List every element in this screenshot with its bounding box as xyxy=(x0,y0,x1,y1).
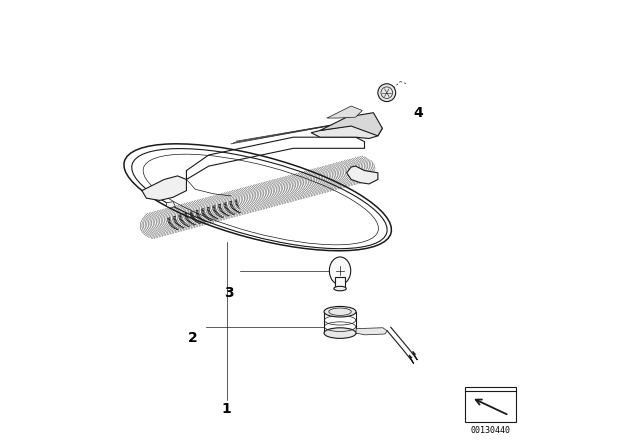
Polygon shape xyxy=(326,106,362,118)
Polygon shape xyxy=(166,202,175,208)
Ellipse shape xyxy=(330,257,351,284)
Text: 1: 1 xyxy=(221,402,232,416)
Polygon shape xyxy=(320,113,382,136)
Text: 3: 3 xyxy=(224,286,234,300)
Polygon shape xyxy=(311,121,382,138)
Polygon shape xyxy=(356,328,387,335)
Text: 00130440: 00130440 xyxy=(470,426,510,435)
Bar xyxy=(335,277,346,289)
Ellipse shape xyxy=(324,328,356,338)
Bar xyxy=(465,387,516,422)
Polygon shape xyxy=(142,176,186,200)
Text: 2: 2 xyxy=(188,331,198,345)
Ellipse shape xyxy=(324,306,356,317)
Polygon shape xyxy=(347,166,378,184)
Circle shape xyxy=(378,84,396,102)
Ellipse shape xyxy=(124,144,392,251)
Ellipse shape xyxy=(334,286,346,291)
Text: 4: 4 xyxy=(413,106,423,120)
